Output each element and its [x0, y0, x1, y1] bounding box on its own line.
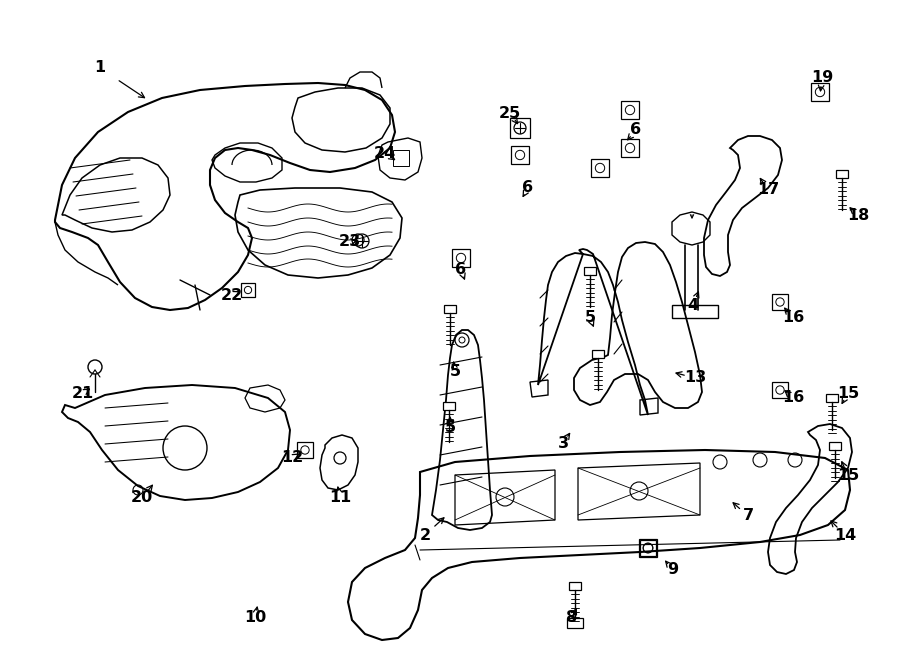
Bar	[836, 170, 848, 178]
Text: 17: 17	[757, 183, 779, 197]
Bar	[621, 101, 639, 119]
Bar	[511, 146, 529, 164]
Text: 18: 18	[847, 207, 869, 222]
Bar	[393, 150, 409, 166]
Bar	[772, 294, 788, 310]
Text: 1: 1	[94, 60, 105, 75]
Bar	[621, 139, 639, 157]
Text: 16: 16	[782, 310, 804, 326]
Text: 10: 10	[244, 610, 266, 626]
Bar	[772, 382, 788, 398]
Text: 13: 13	[684, 371, 706, 385]
Text: 22: 22	[220, 287, 243, 303]
Text: 7: 7	[742, 508, 753, 524]
Text: 3: 3	[557, 436, 569, 451]
Bar	[592, 350, 604, 358]
Bar	[584, 267, 596, 275]
Bar	[829, 442, 841, 450]
Bar	[569, 582, 581, 590]
Text: 23: 23	[339, 234, 361, 250]
Bar	[444, 305, 456, 313]
Text: 5: 5	[584, 310, 596, 326]
Text: 4: 4	[688, 297, 698, 312]
Text: 5: 5	[445, 420, 455, 436]
Text: 25: 25	[499, 105, 521, 120]
Bar	[811, 83, 829, 101]
Text: 6: 6	[630, 122, 642, 138]
Text: 16: 16	[782, 391, 804, 406]
Bar	[510, 118, 530, 138]
Text: 15: 15	[837, 385, 859, 401]
Bar	[640, 540, 656, 556]
Text: 14: 14	[834, 528, 856, 542]
Text: 8: 8	[566, 610, 578, 626]
Bar	[639, 539, 657, 557]
Bar	[567, 618, 583, 628]
Bar	[297, 442, 313, 458]
Text: 2: 2	[419, 528, 430, 542]
Text: 12: 12	[281, 451, 303, 465]
Text: 11: 11	[328, 489, 351, 504]
Bar	[591, 159, 609, 177]
Text: 5: 5	[449, 365, 461, 379]
Text: 15: 15	[837, 467, 859, 483]
Text: 20: 20	[130, 491, 153, 506]
Text: 24: 24	[374, 146, 396, 160]
Text: 6: 6	[455, 263, 466, 277]
Text: 21: 21	[72, 385, 94, 401]
Bar	[826, 394, 838, 402]
Text: 19: 19	[811, 70, 833, 85]
Bar	[443, 402, 455, 410]
Text: 6: 6	[522, 181, 534, 195]
Bar	[241, 283, 255, 297]
Bar	[452, 249, 470, 267]
Text: 9: 9	[668, 563, 679, 577]
